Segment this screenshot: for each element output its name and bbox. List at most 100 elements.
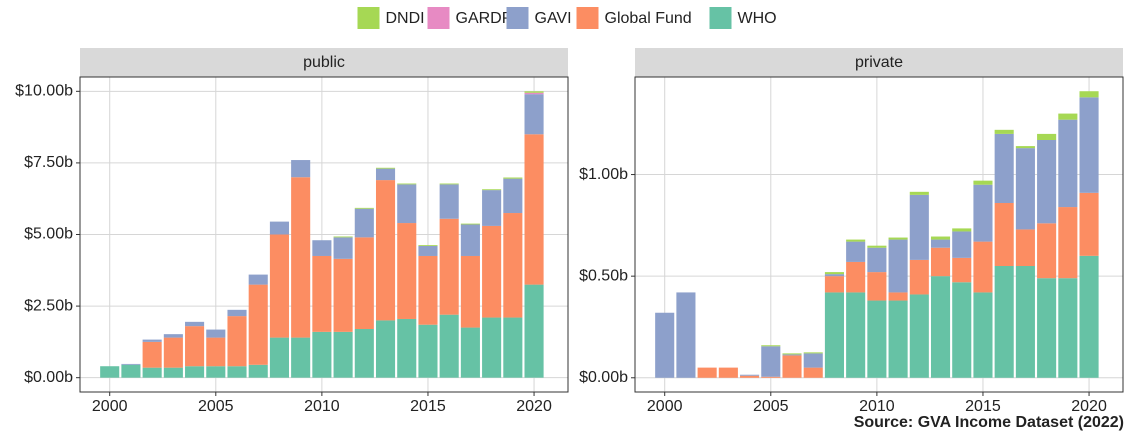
x-tick-label: 2000 [92,398,128,415]
bar-segment [100,366,120,378]
bar-segment [761,376,781,378]
bar-segment [312,255,332,332]
bar-segment [227,316,247,367]
bar-segment [460,224,480,256]
bar-segment [803,367,823,378]
bar-segment [973,180,993,185]
bar-segment [439,184,459,219]
legend-label: GARDP [456,10,513,27]
bar-segment [952,257,972,283]
bar-segment [163,337,183,368]
bar-segment [824,276,844,293]
strip-title: public [303,54,345,71]
y-tick-label: $2.50b [24,297,73,314]
bar-segment [333,237,353,259]
bar-segment [333,236,353,238]
bar-segment [888,237,908,240]
bar-segment [142,339,162,342]
bar-segment [824,272,844,275]
bar-segment [460,223,480,225]
y-tick-label: $0.50b [579,267,628,284]
bar-segment [1015,148,1035,230]
bar-segment [142,341,162,368]
legend-swatch [427,7,450,29]
legend-swatch [709,7,732,29]
bar-segment [354,208,374,238]
bar-segment [655,312,675,378]
bar-segment [418,245,438,256]
bar-segment [930,276,951,378]
bar-segment [291,177,311,338]
bar-segment [375,180,396,321]
bar-segment [185,326,205,367]
bar-segment [803,352,823,354]
bar-segment [973,292,993,378]
bar-segment [269,234,289,338]
bar-segment [333,331,353,378]
bar-segment [354,237,374,329]
bar-segment [1037,278,1057,378]
bar-segment [418,324,438,378]
bar-segment [460,255,480,328]
bar-segment [909,191,929,195]
bar-segment [994,266,1014,378]
bar-segment [354,207,374,209]
bar-segment [163,367,183,378]
bar-segment [482,317,502,378]
bar-segment [676,292,696,378]
y-tick-label: $7.50b [24,154,73,171]
bar-segment [503,317,523,378]
bar-segment [206,329,226,338]
bar-segment [375,168,396,181]
legend-label: GAVI [535,10,572,27]
bar-segment [909,294,929,378]
bar-segment [227,366,247,378]
bar-segment [1015,266,1035,378]
bar-segment [524,92,544,95]
legend-label: WHO [738,10,777,27]
bar-segment [909,194,929,260]
y-tick-label: $10.00b [15,83,73,100]
bar-segment [503,177,523,179]
bar-segment [439,183,459,185]
x-tick-label: 2010 [859,398,895,415]
bar-segment [418,245,438,246]
bar-segment [761,346,781,377]
bar-segment [482,225,502,318]
source-caption: Source: GVA Income Dataset (2022) [854,414,1124,431]
bar-segment [740,374,760,376]
legend-label: DNDI [386,10,425,27]
bar-segment [994,129,1014,134]
strip-title: private [855,54,903,71]
y-tick-label: $0.00b [579,369,628,386]
bar-segment [185,321,205,327]
bar-segment [418,255,438,325]
bar-segment [930,236,951,240]
bar-segment [846,241,866,262]
bar-segment [888,300,908,378]
bar-segment [718,367,738,378]
bar-segment [248,284,268,365]
legend-label: Global Fund [605,10,692,27]
bar-segment [1079,255,1099,378]
bar-segment [439,314,459,378]
bar-segment [1058,278,1078,378]
bar-segment [1058,119,1078,208]
x-tick-label: 2000 [647,398,683,415]
bar-segment [761,345,781,347]
bar-segment [930,247,951,277]
strip [80,48,568,77]
bar-segment [460,327,480,378]
bar-segment [524,134,544,285]
bar-segment [1037,223,1057,279]
bar-segment [375,167,396,169]
bar-segment [909,259,929,295]
bar-segment [1058,113,1078,120]
strip [635,48,1123,77]
bar-segment [269,337,289,378]
y-tick-label: $0.00b [24,369,73,386]
bar-segment [163,334,183,338]
legend-swatch [357,7,380,29]
bar-segment [206,366,226,378]
